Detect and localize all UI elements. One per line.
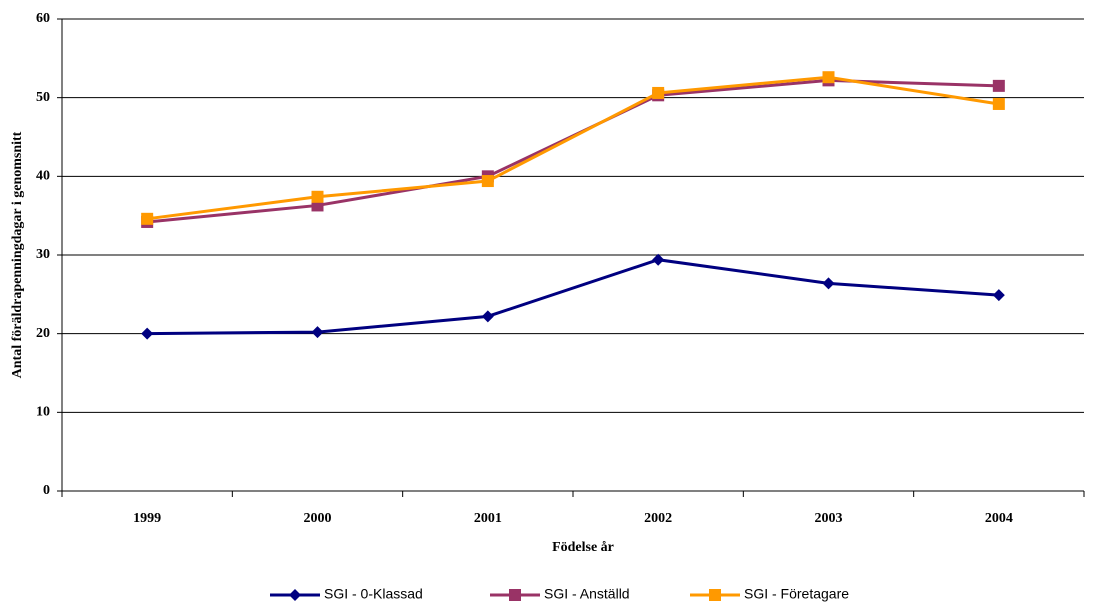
marker <box>311 326 324 339</box>
marker <box>709 589 721 601</box>
y-tick-label: 20 <box>36 326 50 341</box>
marker <box>481 175 494 188</box>
legend-label: SGI - Anställd <box>544 586 630 602</box>
x-tick-label: 2001 <box>474 511 502 526</box>
x-tick-label: 2004 <box>985 511 1013 526</box>
x-tick-label: 2000 <box>304 511 332 526</box>
y-axis-label: Antal föräldrapenningdagar i genomsnitt <box>10 131 25 378</box>
marker <box>289 589 301 601</box>
marker <box>141 212 154 225</box>
y-tick-label: 60 <box>36 11 50 26</box>
x-tick-label: 1999 <box>133 511 161 526</box>
marker <box>992 289 1005 302</box>
marker <box>992 97 1005 110</box>
y-tick-label: 50 <box>36 90 50 105</box>
series-line <box>147 78 999 224</box>
x-tick-label: 2003 <box>815 511 843 526</box>
marker <box>311 190 324 203</box>
legend-label: SGI - 0-Klassad <box>324 586 423 602</box>
marker <box>822 71 835 84</box>
marker <box>822 277 835 290</box>
marker <box>652 86 665 99</box>
marker <box>481 310 494 323</box>
x-tick-label: 2002 <box>644 511 672 526</box>
marker <box>992 79 1005 92</box>
x-axis-label: Födelse år <box>552 540 614 555</box>
marker <box>652 253 665 266</box>
marker <box>141 327 154 340</box>
y-tick-label: 0 <box>43 483 50 498</box>
marker <box>509 589 521 601</box>
series-line <box>146 75 1000 221</box>
series-line <box>147 258 999 336</box>
legend-label: SGI - Företagare <box>744 586 849 602</box>
y-tick-label: 40 <box>36 169 50 184</box>
y-tick-label: 30 <box>36 247 50 262</box>
y-tick-label: 10 <box>36 405 50 420</box>
